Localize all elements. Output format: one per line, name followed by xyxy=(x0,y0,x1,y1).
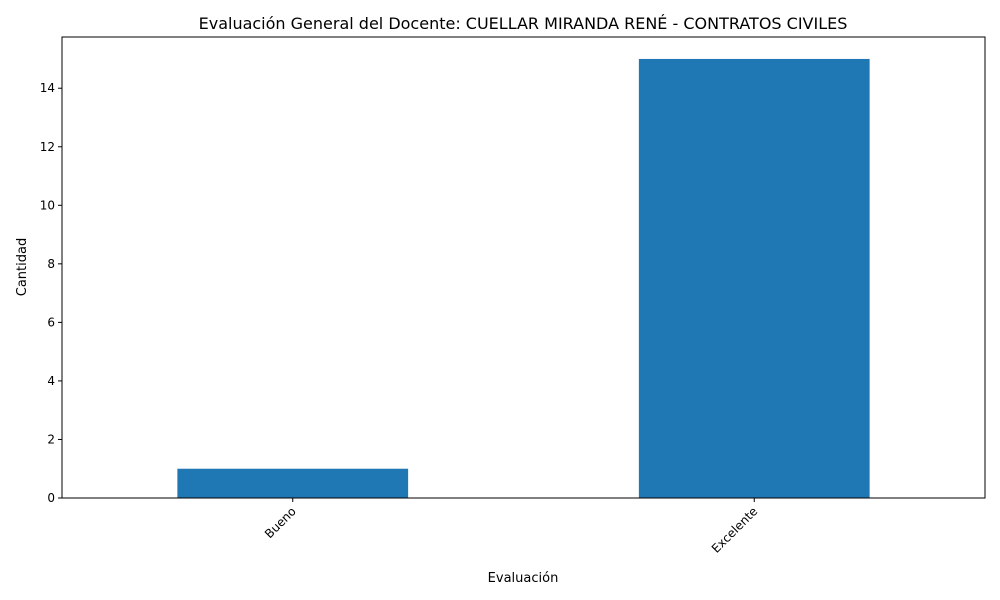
x-tick-label: Excelente xyxy=(709,504,761,556)
bar-excelente xyxy=(638,58,870,498)
y-tick-label: 10 xyxy=(40,198,55,212)
x-axis-label: Evaluación xyxy=(488,571,559,586)
y-tick-label: 2 xyxy=(47,432,55,446)
plot-area: Bueno Excelente 0 2 4 6 8 10 12 14 xyxy=(40,58,870,556)
y-tick-label: 6 xyxy=(47,315,55,329)
y-tick-label: 12 xyxy=(40,140,55,154)
y-tick-label: 0 xyxy=(47,491,55,505)
y-tick-label: 4 xyxy=(47,374,55,388)
y-tick-label: 8 xyxy=(47,257,55,271)
bar-bueno xyxy=(177,468,409,498)
y-axis-label: Cantidad xyxy=(15,238,30,296)
x-tick-label: Bueno xyxy=(262,504,299,541)
plot-frame xyxy=(61,36,986,499)
y-tick-label: 14 xyxy=(40,81,55,95)
chart-title: Evaluación General del Docente: CUELLAR … xyxy=(199,14,848,33)
